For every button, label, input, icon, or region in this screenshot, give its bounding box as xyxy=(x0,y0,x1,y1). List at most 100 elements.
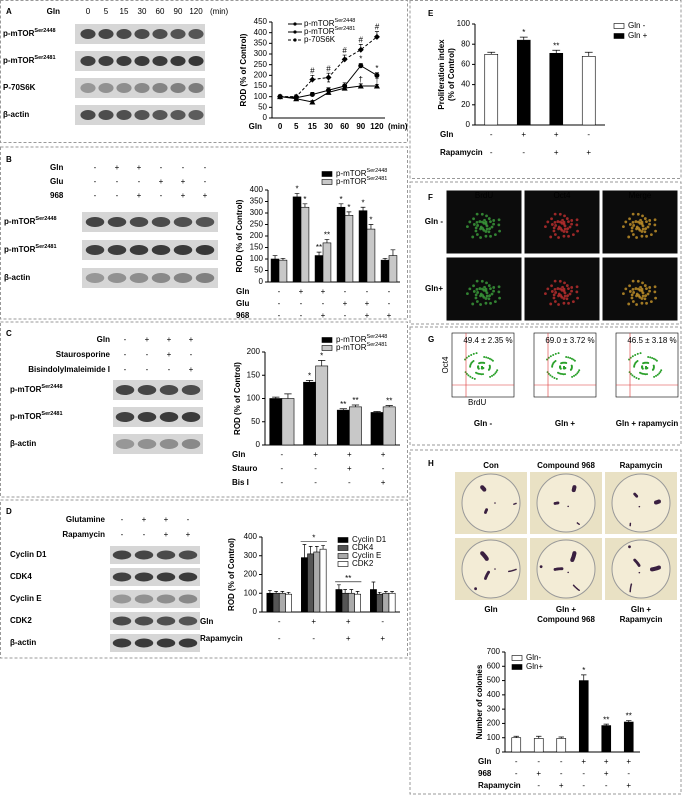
legend-label: p-70S6K xyxy=(304,35,336,44)
cell-dot xyxy=(475,279,479,283)
blot-strip xyxy=(75,78,205,98)
legend-label-text: CDK2 xyxy=(352,559,374,568)
y-tick-label: 200 xyxy=(487,719,501,728)
image-column-label: BrdU xyxy=(475,191,493,200)
flow-dot xyxy=(554,352,557,355)
cell-dot xyxy=(570,222,573,226)
cell-dot xyxy=(549,235,553,239)
cell-dot xyxy=(558,279,562,283)
cell-dot xyxy=(622,292,625,296)
flow-dot xyxy=(485,356,488,359)
blot-label-text: CDK2 xyxy=(10,616,32,625)
legend-label: Cyclin E xyxy=(352,551,381,560)
cell-dot xyxy=(639,218,642,222)
cell-dot xyxy=(640,230,644,233)
condition-label: Stauro xyxy=(232,464,257,473)
cell-dot xyxy=(565,217,569,220)
cell-dot xyxy=(556,287,560,290)
flow-dot xyxy=(643,373,646,376)
cell-dot xyxy=(640,301,644,305)
flow-dot xyxy=(636,352,639,355)
condition-sign: - xyxy=(388,287,391,296)
flow-dot xyxy=(477,367,480,370)
cell-dot xyxy=(649,233,653,237)
x-tick-label: 120 xyxy=(370,122,384,131)
condition-sign: + xyxy=(164,515,169,524)
error-bar xyxy=(360,206,366,211)
blot-label: p-mTORSer2448 xyxy=(4,216,57,226)
cell-dot xyxy=(476,224,480,227)
error-bar xyxy=(487,51,496,55)
legend-label-text: Gln- xyxy=(526,653,541,662)
cell-dot xyxy=(570,289,573,293)
blot-strip xyxy=(110,568,200,586)
blot-band xyxy=(98,29,114,39)
flow-dot xyxy=(635,376,638,379)
bar xyxy=(358,210,368,283)
blot-band xyxy=(116,56,132,66)
flow-dot xyxy=(551,375,554,378)
legend-label: p-mTORSer2481 xyxy=(304,26,355,36)
cell-dot xyxy=(639,285,642,289)
blot-label: p-mTORSer2481 xyxy=(3,55,56,65)
cell-dot xyxy=(645,220,648,224)
flow-dot xyxy=(647,356,650,359)
bar xyxy=(556,738,567,753)
cell-dot xyxy=(622,225,625,229)
y-tick-label: 100 xyxy=(244,588,258,597)
condition-sign: - xyxy=(515,769,518,778)
cell-dot xyxy=(550,217,553,221)
bar xyxy=(278,259,288,283)
cell-dot xyxy=(484,222,488,226)
blot-band xyxy=(170,29,186,39)
error-bar xyxy=(519,36,528,41)
cell-dot xyxy=(638,288,642,292)
error-bar xyxy=(552,49,561,54)
legend-label-text: p-mTOR xyxy=(336,335,367,344)
blot-label-sup: Ser2481 xyxy=(41,411,62,417)
legend-label-text: Cyclin E xyxy=(352,551,381,560)
condition-sign: + xyxy=(387,311,392,320)
blot-band xyxy=(116,110,132,120)
y-tick-label: 0 xyxy=(259,277,264,286)
x-tick-label: 0 xyxy=(278,122,283,131)
bar xyxy=(301,557,308,613)
cell-dot xyxy=(557,236,560,239)
cell-dot xyxy=(489,301,492,305)
cell-dot xyxy=(552,296,556,300)
condition-sign: - xyxy=(582,781,585,790)
panel-frame xyxy=(0,321,408,498)
cell-dot xyxy=(566,227,570,231)
blot-band xyxy=(156,594,176,604)
cell-dot xyxy=(575,218,579,222)
cell-dot xyxy=(636,279,640,283)
condition-sign: - xyxy=(381,617,384,626)
cell-dot xyxy=(634,220,638,223)
blot-label: β-actin xyxy=(3,110,29,119)
cell-dot xyxy=(552,229,556,233)
blot-band xyxy=(151,217,171,227)
y-tick-label: 40 xyxy=(461,80,470,89)
error-bar xyxy=(355,591,360,595)
flow-dot xyxy=(495,370,498,373)
blot-band xyxy=(116,83,132,93)
bar xyxy=(272,592,280,613)
cell-dot xyxy=(492,222,495,226)
cell-dot xyxy=(493,233,497,237)
cell-dot xyxy=(645,234,648,238)
flow-dot xyxy=(480,373,483,376)
bar xyxy=(292,196,302,283)
flow-dot xyxy=(491,359,494,362)
bar xyxy=(533,738,544,753)
cell-dot xyxy=(575,223,579,227)
error-bar xyxy=(321,545,325,550)
y-tick-label: 80 xyxy=(461,39,470,48)
flow-dot xyxy=(490,358,493,361)
flow-dot xyxy=(570,357,573,360)
blot-band xyxy=(112,594,132,604)
annotation: ** xyxy=(316,243,322,252)
condition-label: Rapamycin xyxy=(478,781,521,790)
cell-dot xyxy=(563,294,567,298)
cell-dot xyxy=(484,301,488,305)
error-bar xyxy=(308,546,313,554)
